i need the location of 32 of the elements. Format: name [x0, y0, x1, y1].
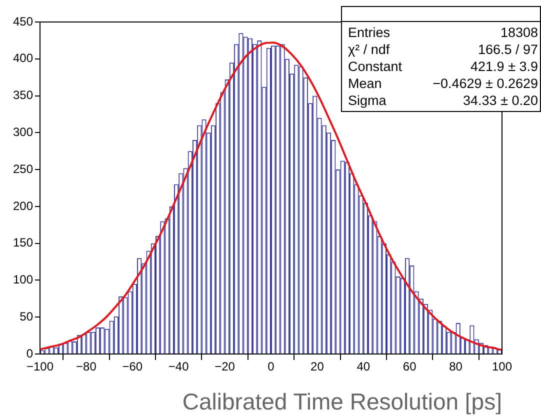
annotation: 34.33 ± 0.20 — [463, 92, 538, 109]
y-tick-label: 100 — [12, 272, 34, 287]
annotation: −0.4629 ± 0.2629 — [432, 75, 538, 92]
annotation: 166.5 / 97 — [478, 41, 538, 58]
annotation: Sigma — [348, 92, 386, 109]
x-axis-title: Calibrated Time Resolution [ps] — [182, 388, 502, 415]
y-tick-label: 150 — [12, 236, 34, 250]
x-tick-label: −80 — [76, 360, 97, 374]
y-tick-label: 0 — [26, 346, 34, 360]
annotation: 421.9 ± 3.9 — [470, 58, 538, 75]
x-tick-label: 100 — [492, 360, 512, 374]
y-tick-label: 250 — [12, 162, 34, 176]
y-tick-label: 50 — [20, 309, 34, 324]
x-tick-label: 20 — [310, 360, 324, 374]
x-tick-label: 40 — [356, 360, 370, 374]
x-tick-label: −100 — [26, 360, 54, 374]
x-tick-label: −40 — [168, 360, 190, 374]
x-tick-label: 0 — [268, 360, 275, 374]
annotation: Entries — [348, 24, 390, 41]
y-tick-label: 300 — [12, 124, 34, 139]
x-tick-label: −20 — [214, 360, 236, 374]
x-tick-label: 60 — [402, 360, 417, 374]
y-tick-label: 400 — [12, 51, 34, 66]
annotation: Constant — [348, 58, 402, 75]
x-tick-label: 80 — [449, 360, 463, 374]
annotation: 18308 — [500, 24, 538, 41]
x-tick-label: −60 — [122, 360, 143, 374]
y-tick-label: 350 — [12, 88, 34, 102]
annotation: Mean — [348, 75, 382, 92]
annotation: χ² / ndf — [348, 41, 390, 58]
y-tick-label: 450 — [12, 14, 34, 28]
y-tick-label: 200 — [12, 198, 34, 213]
